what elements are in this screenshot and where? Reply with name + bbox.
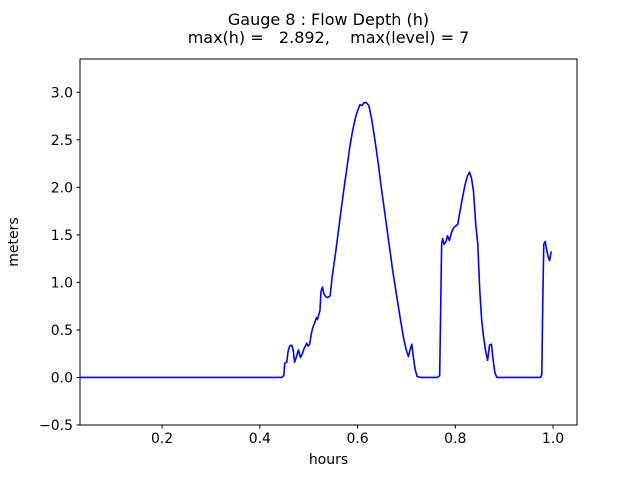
y-tick-label: 1.0 — [51, 275, 73, 291]
x-tick-label: 0.4 — [249, 431, 271, 447]
y-tick-label: −0.5 — [39, 418, 73, 434]
x-tick-label: 0.8 — [444, 431, 466, 447]
x-tick-label: 1.0 — [542, 431, 564, 447]
y-tick-label: 3.0 — [51, 85, 73, 101]
x-axis-label: hours — [308, 452, 349, 468]
y-tick-label: 2.0 — [51, 180, 73, 196]
x-tick-label: 0.6 — [346, 431, 368, 447]
y-tick-label: 0.5 — [51, 323, 73, 339]
flow-depth-line — [79, 101, 552, 379]
y-tick-label: 1.5 — [51, 228, 73, 244]
y-tick-label: 2.5 — [51, 133, 73, 149]
title-block: Gauge 8 : Flow Depth (h) max(h) = 2.892,… — [80, 11, 577, 47]
axes-frame — [79, 58, 578, 426]
chart-title: Gauge 8 : Flow Depth (h) — [227, 10, 430, 29]
chart-subtitle: max(h) = 2.892, max(level) = 7 — [187, 28, 470, 47]
x-tick-label: 0.2 — [151, 431, 173, 447]
y-tick-label: 0.0 — [51, 370, 73, 386]
